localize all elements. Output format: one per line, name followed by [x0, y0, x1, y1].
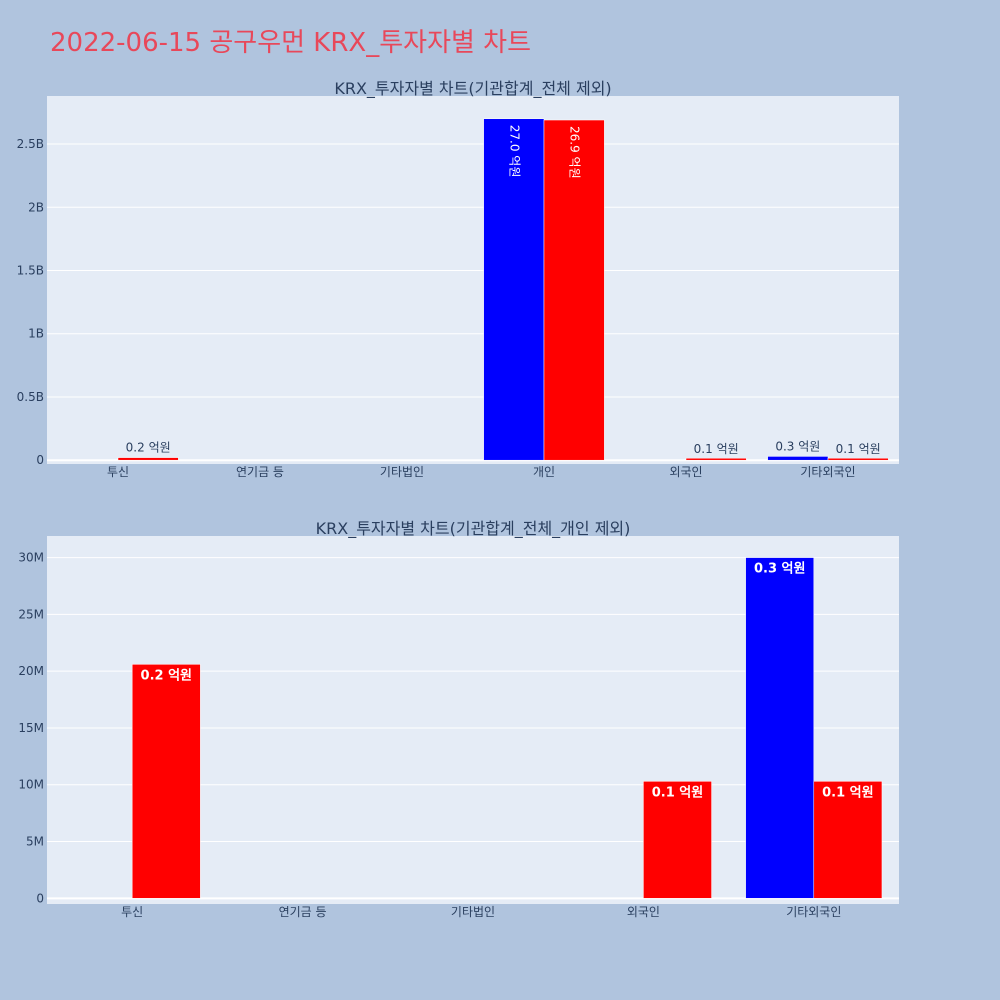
bar [543, 119, 605, 461]
x-tick-label: 기타외국인 [786, 905, 841, 919]
x-tick-label: 연기금 등 [236, 465, 284, 479]
bar [827, 457, 889, 461]
bar [685, 457, 747, 461]
y-tick-label: 0 [36, 891, 44, 905]
x-tick-label: 연기금 등 [279, 905, 327, 919]
y-tick-label: 0 [36, 453, 44, 467]
data-label: 0.1 억원 [652, 785, 703, 800]
data-label: 0.3 억원 [754, 562, 805, 577]
x-tick-label: 외국인 [669, 465, 702, 479]
chart-title: KRX_투자자별 차트(기관합계_전체 제외) [334, 79, 611, 99]
y-tick-label: 1.5B [17, 264, 44, 278]
y-tick-label: 1B [28, 327, 44, 341]
y-tick-label: 20M [18, 664, 44, 678]
bar [767, 456, 829, 461]
y-tick-label: 2B [28, 200, 44, 214]
bar [117, 457, 179, 461]
data-label: 0.1 억원 [822, 785, 873, 800]
data-label: 0.1 억원 [694, 442, 739, 456]
y-tick-label: 0.5B [17, 390, 44, 404]
data-label: 0.3 억원 [775, 439, 820, 453]
x-tick-label: 투신 [107, 465, 129, 479]
bar [745, 557, 815, 899]
y-tick-label: 30M [18, 551, 44, 565]
bar [813, 781, 883, 899]
chart-title: KRX_투자자별 차트(기관합계_전체_개인 제외) [316, 519, 631, 539]
bar [643, 781, 712, 899]
page-title: 2022-06-15 공구우먼 KRX_투자자별 차트 [50, 28, 532, 58]
y-tick-label: 10M [18, 778, 44, 792]
x-tick-label: 투신 [121, 905, 143, 919]
data-label: 0.1 억원 [836, 442, 881, 456]
x-tick-label: 기타외국인 [800, 465, 855, 479]
data-label: 27.0 억원 [507, 125, 521, 178]
data-label: 0.2 억원 [141, 668, 192, 683]
plot-area [47, 96, 899, 464]
x-tick-label: 기타법인 [380, 465, 424, 479]
x-tick-label: 기타법인 [451, 905, 495, 919]
y-tick-label: 2.5B [17, 137, 44, 151]
data-label: 26.9 억원 [568, 126, 582, 179]
bar [131, 664, 201, 899]
data-label: 0.2 억원 [126, 441, 171, 455]
x-tick-label: 개인 [533, 465, 555, 479]
y-tick-label: 5M [26, 835, 44, 849]
x-tick-label: 외국인 [627, 905, 660, 919]
y-tick-label: 25M [18, 607, 44, 621]
y-tick-label: 15M [18, 721, 44, 735]
